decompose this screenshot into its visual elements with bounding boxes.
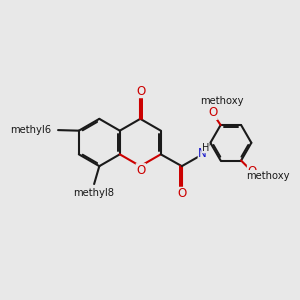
Text: O: O [208,106,217,119]
Text: O: O [136,164,146,177]
Text: O: O [178,188,187,200]
Text: O: O [136,85,146,98]
Text: methoxy: methoxy [200,96,244,106]
Text: N: N [198,147,207,160]
Text: H: H [202,143,209,153]
Text: methyl6: methyl6 [11,125,52,135]
Text: O: O [248,165,257,178]
Text: methyl8: methyl8 [73,188,114,198]
Text: methoxy: methoxy [246,170,290,181]
